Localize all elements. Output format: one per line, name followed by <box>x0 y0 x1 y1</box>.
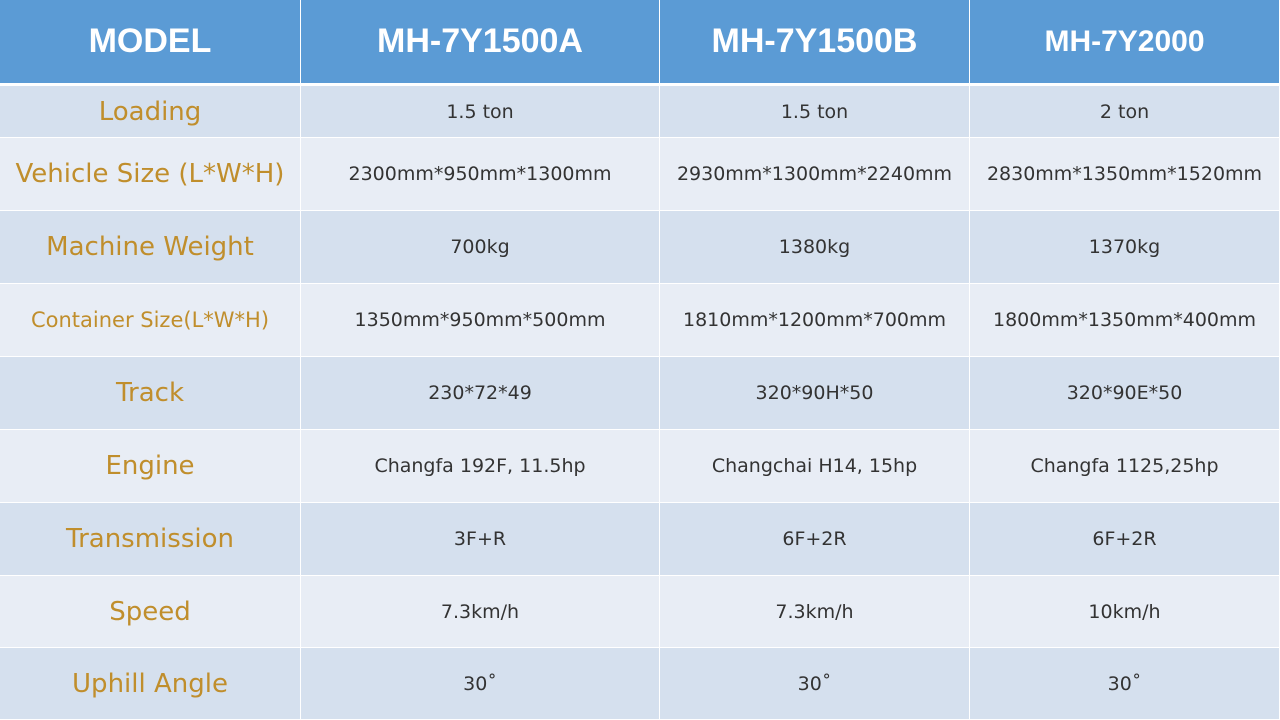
row-label: Engine <box>0 430 301 503</box>
row-label: Loading <box>0 86 301 138</box>
spec-value: 7.3km/h <box>301 576 660 648</box>
spec-value: 7.3km/h <box>660 576 970 648</box>
spec-value: 1380kg <box>660 211 970 284</box>
spec-value: 1.5 ton <box>660 86 970 138</box>
spec-value: 2830mm*1350mm*1520mm <box>970 138 1280 211</box>
row-label: Uphill Angle <box>0 648 301 720</box>
column-header: MODEL <box>0 0 301 86</box>
row-label: Track <box>0 357 301 430</box>
row-label: Speed <box>0 576 301 648</box>
spec-value: 1.5 ton <box>301 86 660 138</box>
column-header: MH-7Y1500B <box>660 0 970 86</box>
spec-value: 1350mm*950mm*500mm <box>301 284 660 357</box>
spec-value: 320*90E*50 <box>970 357 1280 430</box>
column-header: MH-7Y1500A <box>301 0 660 86</box>
spec-value: Changfa 192F, 11.5hp <box>301 430 660 503</box>
spec-value: 3F+R <box>301 503 660 576</box>
spec-value: 6F+2R <box>660 503 970 576</box>
column-header: MH-7Y2000 <box>970 0 1280 86</box>
row-label: Machine Weight <box>0 211 301 284</box>
spec-value: Changfa 1125,25hp <box>970 430 1280 503</box>
spec-value: Changchai H14, 15hp <box>660 430 970 503</box>
spec-value: 30˚ <box>970 648 1280 720</box>
spec-value: 2930mm*1300mm*2240mm <box>660 138 970 211</box>
spec-value: 230*72*49 <box>301 357 660 430</box>
spec-value: 1810mm*1200mm*700mm <box>660 284 970 357</box>
spec-value: 1370kg <box>970 211 1280 284</box>
spec-value: 700kg <box>301 211 660 284</box>
row-label: Transmission <box>0 503 301 576</box>
spec-value: 320*90H*50 <box>660 357 970 430</box>
row-label: Vehicle Size (L*W*H) <box>0 138 301 211</box>
spec-value: 2 ton <box>970 86 1280 138</box>
spec-value: 1800mm*1350mm*400mm <box>970 284 1280 357</box>
spec-value: 10km/h <box>970 576 1280 648</box>
spec-value: 30˚ <box>301 648 660 720</box>
spec-value: 2300mm*950mm*1300mm <box>301 138 660 211</box>
row-label: Container Size(L*W*H) <box>0 284 301 357</box>
spec-value: 6F+2R <box>970 503 1280 576</box>
spec-value: 30˚ <box>660 648 970 720</box>
